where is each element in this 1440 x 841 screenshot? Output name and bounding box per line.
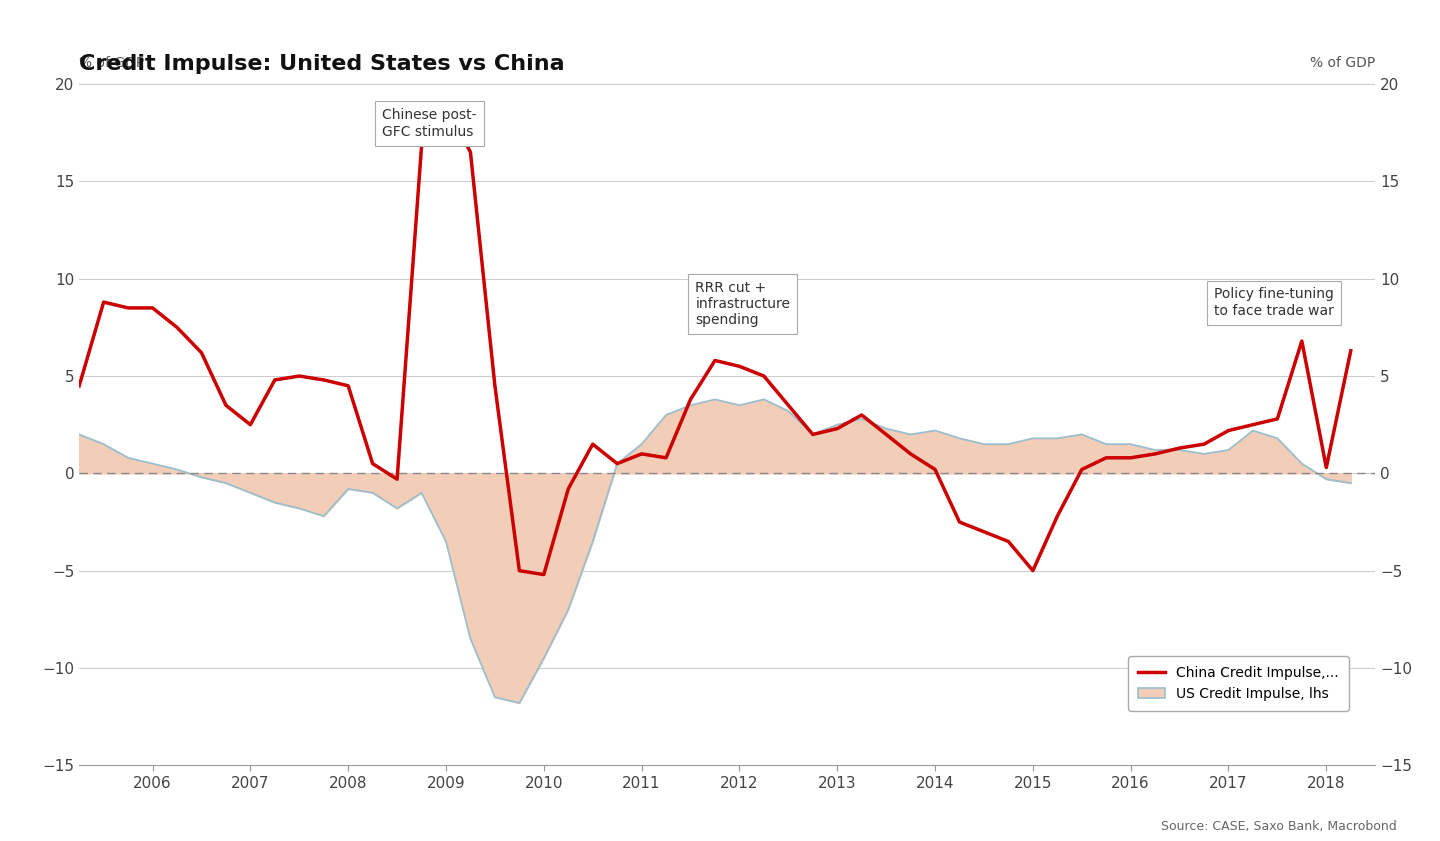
Legend: China Credit Impulse,..., US Credit Impulse, lhs: China Credit Impulse,..., US Credit Impu… (1128, 656, 1349, 711)
Text: % of GDP: % of GDP (79, 56, 144, 71)
Text: Policy fine-tuning
to face trade war: Policy fine-tuning to face trade war (1214, 288, 1333, 318)
Text: Chinese post-
GFC stimulus: Chinese post- GFC stimulus (383, 108, 477, 139)
Text: RRR cut +
infrastructure
spending: RRR cut + infrastructure spending (696, 281, 791, 327)
Text: Credit Impulse: United States vs China: Credit Impulse: United States vs China (79, 54, 564, 74)
Text: Source: CASE, Saxo Bank, Macrobond: Source: CASE, Saxo Bank, Macrobond (1161, 820, 1397, 833)
Text: % of GDP: % of GDP (1310, 56, 1375, 71)
